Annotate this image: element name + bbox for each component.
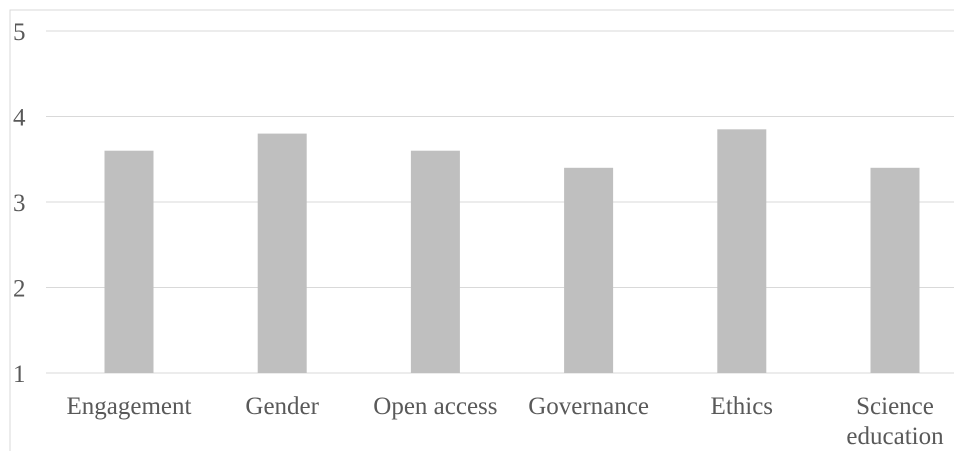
bar-3	[564, 167, 614, 373]
y-axis-ticks: 1 2 3 4 5	[13, 19, 26, 388]
bar-1	[257, 133, 307, 373]
x-category-label-4: Ethics	[711, 393, 774, 420]
bar-5	[870, 167, 920, 373]
x-axis-labels: Engagement Gender Open access Governance Eth…	[67, 393, 945, 450]
gridlines	[46, 30, 954, 374]
x-category-label-2: Open access	[373, 393, 497, 420]
y-tick-label-1: 1	[13, 361, 26, 388]
bar-0	[104, 150, 154, 373]
bars	[104, 129, 920, 373]
x-category-label-5-line-1: education	[846, 423, 944, 450]
x-category-label-1: Gender	[245, 393, 319, 420]
bar-2	[410, 150, 460, 373]
y-tick-label-2: 2	[13, 276, 26, 303]
x-category-label-3: Governance	[528, 393, 649, 420]
x-category-label-0: Engagement	[67, 393, 192, 420]
bar-4	[717, 129, 767, 373]
y-tick-label-4: 4	[13, 105, 26, 132]
y-tick-label-5: 5	[13, 19, 26, 46]
chart-border	[9, 9, 954, 451]
x-category-label-5-line-0: Science	[856, 393, 934, 420]
y-tick-label-3: 3	[13, 190, 26, 217]
